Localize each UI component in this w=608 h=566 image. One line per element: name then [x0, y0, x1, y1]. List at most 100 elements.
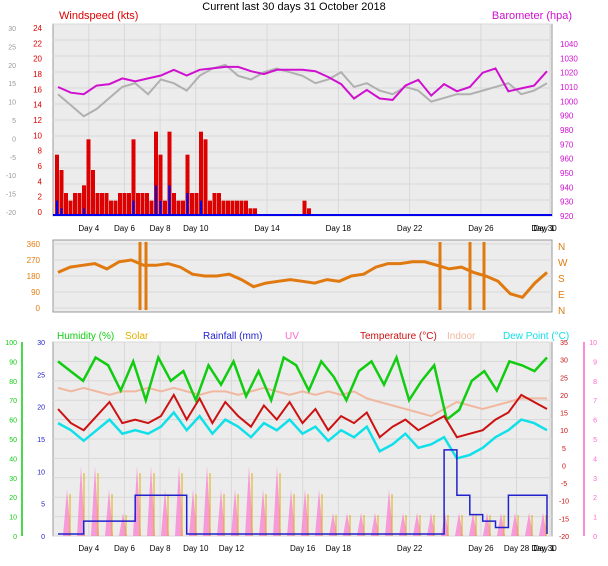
panel1-x-tick-label: Day 30 [531, 224, 557, 233]
wind-bar [253, 208, 257, 216]
wind-bar [136, 193, 140, 216]
uv-label: UV [285, 331, 299, 342]
uv-spike [175, 466, 183, 536]
baro-tick-label: 970 [560, 140, 574, 149]
wind-bar [172, 193, 176, 216]
baro-tick-label: 920 [560, 212, 574, 221]
compass-tick-label: E [558, 290, 565, 301]
wind-bar [86, 139, 91, 216]
panel3-x-tick-label: Day 10 [183, 544, 209, 553]
uv-tick-label: 10 [589, 340, 597, 347]
wind-direction-bar [200, 200, 202, 216]
panel1-x-tick-label: Day 14 [254, 224, 280, 233]
wind-direction-bar [132, 200, 135, 216]
uv-tick-label: 0 [593, 534, 597, 541]
wind-bar [154, 131, 158, 216]
panel3-x-tick-label: Day 1 [534, 544, 555, 553]
baro-tick-label: 990 [560, 112, 574, 121]
wind-tick-label: 6 [38, 162, 43, 171]
panel1-x-tick-label: Day 1 [534, 224, 555, 233]
uv-spike [147, 466, 155, 536]
gust-line [57, 63, 548, 118]
gust-tick-label: -10 [6, 173, 16, 180]
wind-tick-label: 4 [38, 177, 43, 186]
gust-tick-label: -5 [10, 155, 16, 162]
uv-spike [301, 489, 309, 536]
compass-tick-label: W [558, 258, 568, 269]
wind-bar [104, 193, 109, 216]
uv-spike [413, 512, 421, 536]
gust-tick-label: 0 [12, 136, 16, 143]
panel3-x-tick-label: Day 4 [78, 544, 99, 553]
panel1-x-tick-label: Day 10 [183, 224, 209, 233]
compass-tick-label: N [558, 242, 565, 253]
panel1-x-tick-label: Day 6 [114, 224, 135, 233]
temp-tick-label: 25 [560, 375, 568, 382]
wind-bar [190, 193, 194, 216]
uv-spike [203, 466, 211, 536]
wind-bar [109, 200, 113, 216]
humidity-tick-label: 70 [9, 398, 17, 405]
wind-bar [82, 185, 86, 216]
wind-bar [145, 193, 149, 216]
wind-bar [194, 193, 199, 216]
uv-spike [343, 512, 351, 536]
rain-tick-label: 5 [41, 502, 45, 509]
wind-bar [77, 193, 82, 216]
wind-direction-bar [186, 193, 189, 216]
panel3-x-tick-label: Day 28 [504, 544, 530, 553]
wind-bar [235, 200, 239, 216]
wind-bar [199, 131, 203, 216]
temp-tick-label: -15 [559, 516, 569, 523]
indoor-label: Indoor [447, 331, 476, 342]
wind-tick-label: 14 [33, 101, 42, 110]
wind-bar [122, 193, 127, 216]
temp-tick-label: 0 [562, 463, 566, 470]
uv-tick-label: 5 [593, 437, 597, 444]
chart-title: Current last 30 days 31 October 2018 [202, 1, 385, 13]
wind-bar [212, 193, 217, 216]
uv-spike [91, 466, 99, 536]
wind-bar [113, 200, 118, 216]
wind-bar [167, 131, 172, 216]
humidity-tick-label: 10 [9, 515, 17, 522]
uv-spike [273, 466, 281, 536]
wind-direction-bar [56, 200, 58, 216]
baro-tick-label: 1020 [560, 69, 578, 78]
wind-bar [221, 200, 226, 216]
wind-bar [239, 200, 244, 216]
temp-tick-label: -20 [559, 534, 569, 541]
wind-direction-bar [155, 185, 157, 216]
humidity-tick-label: 60 [9, 418, 17, 425]
temp-tick-label: 35 [560, 340, 568, 347]
temp-tick-label: -10 [559, 499, 569, 506]
temperature-line [57, 392, 548, 439]
rainfall-label: Rainfall (mm) [203, 331, 262, 342]
wind-bar [302, 200, 307, 216]
uv-tick-label: 8 [593, 379, 597, 386]
uv-spike [287, 489, 295, 536]
uv-spike [77, 466, 85, 536]
humidity-tick-label: 20 [9, 495, 17, 502]
windspeed-label: Windspeed (kts) [59, 10, 138, 22]
direction-tick-label: 360 [27, 240, 41, 249]
baro-tick-label: 960 [560, 155, 574, 164]
panel3-x-tick-label: Day 6 [114, 544, 135, 553]
wind-tick-label: 8 [38, 147, 43, 156]
uv-spike [119, 512, 127, 536]
baro-tick-label: 1000 [560, 97, 578, 106]
wind-bar [73, 193, 77, 216]
baro-tick-label: 1040 [560, 40, 578, 49]
humidity-tick-label: 40 [9, 456, 17, 463]
wind-bar [68, 200, 73, 216]
panel1-x-tick-label: Day 18 [326, 224, 352, 233]
gust-tick-label: 15 [8, 81, 16, 88]
wind-bar [226, 200, 230, 216]
baro-tick-label: 1010 [560, 83, 578, 92]
wind-bar [230, 200, 235, 216]
temp-tick-label: 30 [560, 358, 568, 365]
temp-tick-label: 15 [560, 411, 568, 418]
uv-tick-label: 9 [593, 359, 597, 366]
